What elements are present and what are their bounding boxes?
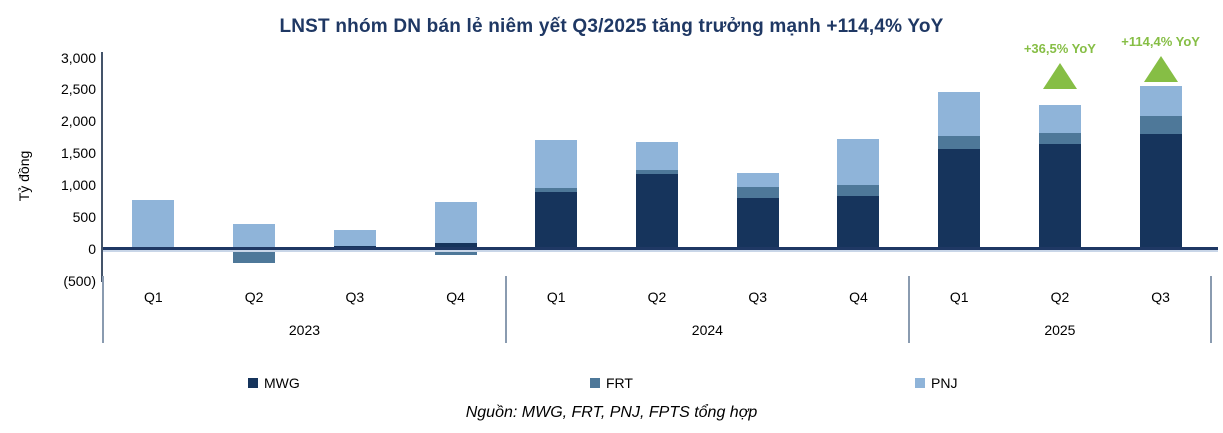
x-axis-quarter-label: Q4 <box>849 289 868 305</box>
y-tick-label: 500 <box>72 209 96 226</box>
bar-segment-pnj-2 <box>333 230 376 247</box>
y-tick-label: 2,500 <box>60 81 96 98</box>
x-axis-quarter-label: Q2 <box>647 289 667 305</box>
annotation-label: +36,5% YoY <box>1023 41 1096 57</box>
bar-segment-mwg-8 <box>938 149 981 249</box>
x-axis-quarter-label: Q1 <box>949 289 969 305</box>
source-note: Nguồn: MWG, FRT, PNJ, FPTS tổng hợp <box>465 404 758 421</box>
legend-item-mwg: MWG <box>248 375 300 391</box>
category-separator <box>505 276 507 343</box>
bar-segment-mwg-4 <box>535 191 578 249</box>
year-label: 2025 <box>1044 322 1076 338</box>
legend-swatch-frt <box>590 378 600 388</box>
bar-segment-pnj-5 <box>636 142 678 171</box>
y-tick-label: 1,500 <box>60 145 96 162</box>
x-axis-quarter-label: Q4 <box>446 289 465 305</box>
y-tick-label: (500) <box>63 272 96 289</box>
category-separator <box>1210 276 1212 343</box>
bar-segment-pnj-10 <box>1139 86 1182 117</box>
year-label: 2023 <box>288 322 321 338</box>
y-tick-label: 1,000 <box>60 177 96 194</box>
x-axis-quarter-label: Q3 <box>345 289 365 305</box>
zero-axis-underline <box>103 250 1218 252</box>
bar-segment-mwg-6 <box>736 197 779 249</box>
y-tick-label: 0 <box>88 241 96 257</box>
bar-segment-frt-10 <box>1139 116 1182 135</box>
bar-segment-mwg-10 <box>1139 134 1182 249</box>
annotation-triangle-icon <box>1042 63 1077 90</box>
annotation-triangle-icon <box>1143 56 1178 83</box>
bar-segment-mwg-7 <box>837 196 880 249</box>
bar-segment-frt-5 <box>636 170 678 175</box>
legend-label: MWG <box>264 375 300 391</box>
bar-segment-pnj-6 <box>736 173 779 188</box>
x-axis-quarter-label: Q1 <box>546 289 566 305</box>
bar-segment-frt-2 <box>333 249 376 251</box>
y-tick-label: 3,000 <box>60 49 96 66</box>
bar-segment-frt-3 <box>434 249 477 256</box>
bar-segment-frt-4 <box>535 187 578 192</box>
bar-segment-pnj-4 <box>535 140 578 188</box>
bar-segment-pnj-9 <box>1038 105 1081 134</box>
x-axis-quarter-label: Q1 <box>144 289 163 305</box>
bar-segment-pnj-1 <box>233 224 276 248</box>
bar-segment-mwg-3 <box>434 243 477 249</box>
bar-segment-pnj-8 <box>938 92 981 137</box>
bar-segment-frt-6 <box>736 187 779 198</box>
x-axis-quarter-label: Q2 <box>1050 289 1070 305</box>
legend-label: PNJ <box>931 375 958 391</box>
annotation-label: +114,4% YoY <box>1121 34 1200 50</box>
x-axis-quarter-label: Q2 <box>244 289 264 305</box>
bar-segment-pnj-7 <box>837 138 880 186</box>
bar-segment-pnj-0 <box>132 199 175 247</box>
legend-item-frt: FRT <box>590 375 633 391</box>
category-separator <box>908 276 910 343</box>
category-separator <box>102 276 104 343</box>
bar-segment-pnj-3 <box>434 202 477 244</box>
bar-segment-frt-1 <box>233 249 276 263</box>
legend-item-pnj: PNJ <box>915 375 957 391</box>
legend-label: FRT <box>606 375 633 391</box>
legend-swatch-mwg <box>248 378 258 388</box>
chart-title: LNST nhóm DN bán lẻ niêm yết Q3/2025 tăn… <box>279 16 944 37</box>
year-label: 2024 <box>691 322 723 338</box>
y-axis-line <box>101 52 103 282</box>
bar-segment-frt-7 <box>837 185 880 197</box>
bar-segment-frt-8 <box>938 136 981 150</box>
zero-axis-line <box>103 246 1218 250</box>
legend-swatch-pnj <box>915 378 925 388</box>
x-axis-quarter-label: Q3 <box>748 289 768 305</box>
bar-segment-mwg-5 <box>636 174 678 249</box>
x-axis-quarter-label: Q3 <box>1151 289 1170 305</box>
y-tick-label: 2,000 <box>60 113 96 130</box>
bar-segment-frt-9 <box>1038 133 1081 144</box>
bar-segment-mwg-9 <box>1038 143 1081 249</box>
